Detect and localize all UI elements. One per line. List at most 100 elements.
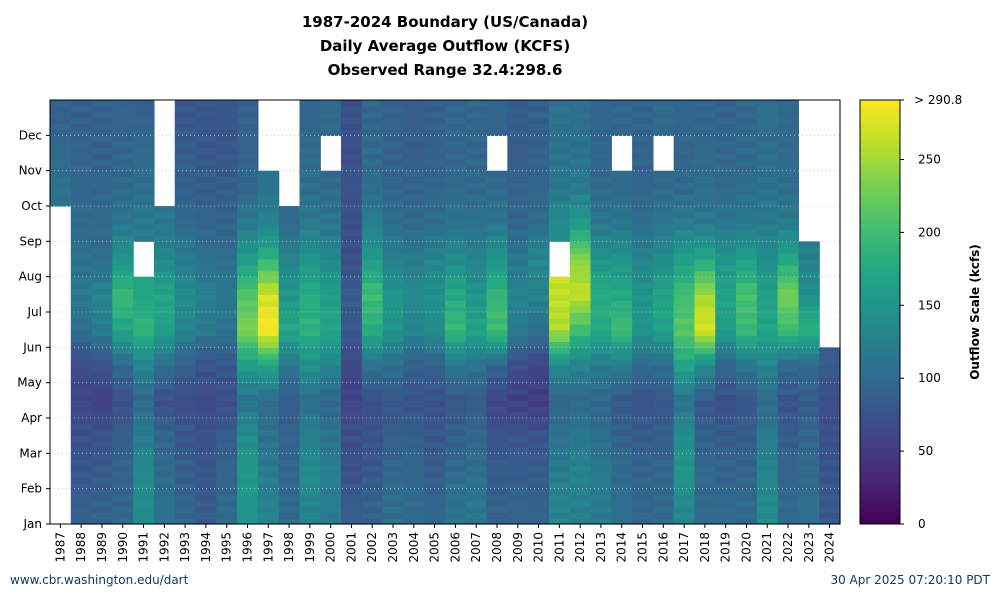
heatmap-cell — [445, 376, 467, 384]
heatmap-cell — [257, 241, 280, 248]
heatmap-cell — [569, 158, 592, 166]
heatmap-cell — [133, 412, 155, 419]
heatmap-cell — [465, 471, 488, 478]
heatmap-cell — [237, 347, 259, 354]
x-tick-label: 1987 — [53, 532, 67, 563]
heatmap-cell — [569, 288, 592, 295]
heatmap-cell — [465, 370, 488, 378]
heatmap-cell — [736, 412, 758, 419]
heatmap-cell — [548, 111, 571, 119]
heatmap-cell — [486, 465, 508, 472]
heatmap-cell — [590, 500, 612, 507]
heatmap-cell — [611, 223, 633, 231]
heatmap-cell — [611, 494, 633, 502]
heatmap-cell — [112, 264, 134, 272]
heatmap-cell — [112, 335, 134, 343]
heatmap-cell — [403, 453, 425, 460]
heatmap-cell — [424, 306, 446, 313]
heatmap-cell — [652, 253, 675, 260]
heatmap-cell — [361, 217, 384, 225]
heatmap-cell — [798, 459, 820, 466]
heatmap-cell — [361, 335, 384, 343]
heatmap-cell — [673, 500, 696, 507]
heatmap-cell — [632, 200, 654, 207]
heatmap-cell — [632, 500, 654, 507]
heatmap-cell — [694, 376, 716, 384]
heatmap-cell — [507, 235, 529, 242]
heatmap-cell — [611, 323, 633, 331]
heatmap-cell — [70, 400, 93, 407]
heatmap-cell — [590, 123, 612, 131]
heatmap-cell — [756, 441, 779, 449]
heatmap-cell — [569, 359, 592, 366]
heatmap-cell — [632, 211, 654, 219]
heatmap-cell — [756, 376, 779, 384]
heatmap-cell — [299, 488, 321, 496]
heatmap-cell — [195, 247, 217, 254]
heatmap-cell — [465, 412, 488, 419]
heatmap-cell — [507, 412, 529, 419]
heatmap-cell — [445, 418, 467, 425]
heatmap-cell — [632, 282, 654, 290]
heatmap-cell — [278, 323, 301, 331]
heatmap-cell — [777, 105, 800, 113]
heatmap-cell — [91, 188, 113, 195]
heatmap-cell — [299, 176, 321, 184]
heatmap-cell — [465, 223, 488, 231]
heatmap-cell — [652, 459, 675, 466]
heatmap-cell — [153, 223, 176, 231]
heatmap-cell — [257, 317, 280, 325]
heatmap-cell — [70, 200, 93, 207]
heatmap-cell — [91, 170, 113, 178]
heatmap-cell — [133, 359, 155, 366]
heatmap-cell — [590, 294, 612, 301]
heatmap-cell — [299, 288, 321, 295]
heatmap-cell — [486, 441, 508, 449]
heatmap-cell — [112, 241, 134, 248]
heatmap-cell — [528, 423, 550, 431]
heatmap-cell — [445, 482, 467, 490]
heatmap-cell — [341, 217, 363, 225]
heatmap-cell — [341, 153, 363, 160]
heatmap-cell — [777, 400, 800, 407]
heatmap-cell — [237, 288, 259, 295]
heatmap-cell — [195, 129, 217, 136]
heatmap-cell — [652, 506, 675, 513]
heatmap-cell — [445, 247, 467, 254]
heatmap-cell — [341, 317, 363, 325]
footer-source-link[interactable]: www.cbr.washington.edu/dart — [10, 573, 189, 587]
heatmap-cell — [673, 229, 696, 237]
heatmap-cell — [341, 100, 363, 107]
heatmap-cell — [569, 153, 592, 160]
heatmap-cell — [569, 406, 592, 413]
heatmap-cell — [652, 312, 675, 319]
heatmap-cell — [299, 329, 321, 337]
heatmap-cell — [445, 500, 467, 507]
heatmap-cell — [320, 323, 342, 331]
heatmap-cell — [216, 129, 238, 136]
heatmap-cell — [195, 370, 217, 378]
heatmap-cell — [652, 217, 675, 225]
heatmap-cell — [445, 200, 467, 207]
heatmap-cell — [652, 294, 675, 301]
heatmap-cell — [112, 182, 134, 189]
heatmap-cell — [673, 400, 696, 407]
heatmap-cell — [777, 211, 800, 219]
heatmap-cell — [278, 288, 301, 295]
heatmap-cell — [153, 512, 176, 519]
heatmap-cell — [424, 435, 446, 443]
heatmap-cell — [548, 353, 571, 360]
heatmap-cell — [299, 435, 321, 443]
heatmap-cell — [673, 276, 696, 284]
heatmap-cell — [299, 394, 321, 401]
heatmap-cell — [133, 105, 155, 113]
heatmap-cell — [424, 300, 446, 307]
heatmap-cell — [91, 235, 113, 242]
heatmap-cell — [216, 335, 238, 343]
heatmap-cell — [382, 370, 405, 378]
heatmap-cell — [278, 488, 301, 496]
heatmap-cell — [548, 129, 571, 136]
heatmap-cell — [237, 188, 259, 195]
heatmap-cell — [91, 347, 113, 354]
heatmap-cell — [320, 359, 342, 366]
